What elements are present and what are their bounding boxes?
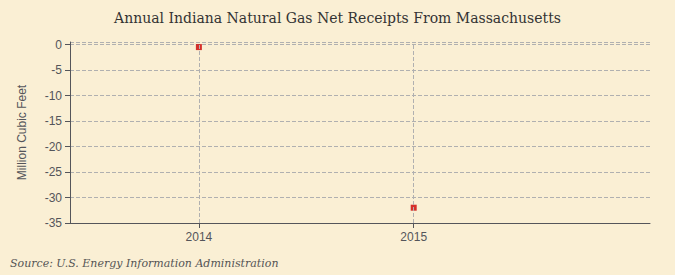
- svg-text:-20: -20: [45, 140, 63, 154]
- svg-text:2015: 2015: [400, 230, 427, 244]
- svg-text:-35: -35: [45, 216, 63, 230]
- svg-text:-25: -25: [45, 165, 63, 179]
- svg-text:2014: 2014: [186, 230, 213, 244]
- svg-text:Annual Indiana Natural Gas Net: Annual Indiana Natural Gas Net Receipts …: [113, 10, 561, 26]
- svg-text:-30: -30: [45, 191, 63, 205]
- svg-text:0: 0: [55, 38, 62, 52]
- svg-text:-10: -10: [45, 89, 63, 103]
- svg-text:-15: -15: [45, 114, 63, 128]
- svg-text:-5: -5: [51, 63, 62, 77]
- svg-text:Source: U.S. Energy Informatio: Source: U.S. Energy Information Administ…: [10, 257, 278, 270]
- svg-text:Million Cubic Feet: Million Cubic Feet: [15, 84, 29, 180]
